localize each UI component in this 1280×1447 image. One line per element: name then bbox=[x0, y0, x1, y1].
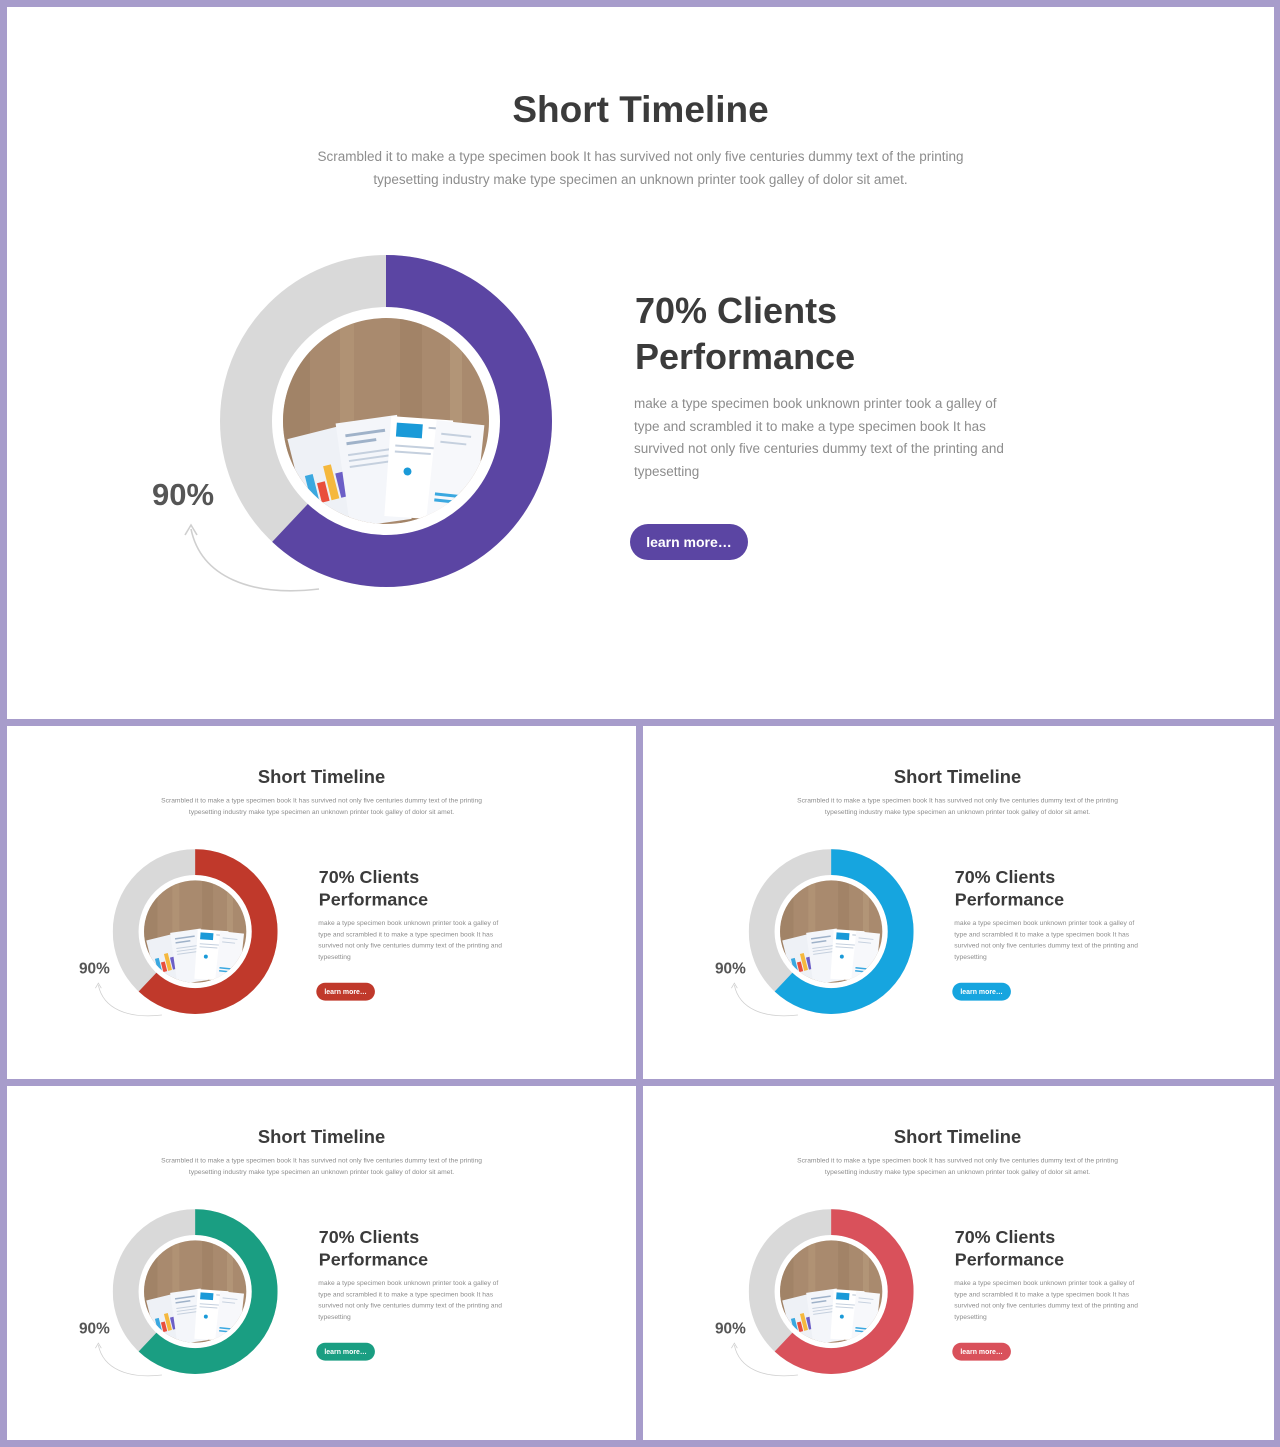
slide-content: Short Timeline Scrambled it to make a ty… bbox=[7, 7, 1274, 719]
slide-subtitle: Scrambled it to make a type specimen boo… bbox=[797, 796, 1118, 816]
slide-subtitle: Scrambled it to make a type specimen boo… bbox=[317, 149, 964, 187]
progress-donut bbox=[220, 255, 552, 587]
slide-title: Short Timeline bbox=[893, 766, 1022, 788]
documents-photo bbox=[144, 880, 247, 983]
progress-donut bbox=[748, 849, 914, 1014]
slide-purple: Short Timeline Scrambled it to make a ty… bbox=[7, 7, 1274, 719]
slide-subtitle: Scrambled it to make a type specimen boo… bbox=[161, 1156, 482, 1176]
section-heading: 70% Clients Performance bbox=[319, 1226, 528, 1272]
percent-label: 90% bbox=[714, 1319, 746, 1337]
heading-line-2: Performance bbox=[635, 336, 856, 377]
curved-arrow-icon bbox=[731, 1342, 798, 1377]
slide-content: Short Timeline Scrambled it to make a ty… bbox=[7, 1086, 636, 1440]
percent-label: 90% bbox=[152, 477, 215, 512]
body-text: make a type specimen book unknown printe… bbox=[318, 919, 502, 961]
slide-subtitle: Scrambled it to make a type specimen boo… bbox=[797, 1156, 1118, 1176]
heading-line-2: Performance bbox=[954, 1249, 1065, 1270]
slide-subtitle: Scrambled it to make a type specimen boo… bbox=[161, 796, 482, 816]
body-text: make a type specimen book unknown printe… bbox=[954, 919, 1138, 961]
heading-line-1: 70% Clients bbox=[318, 866, 420, 887]
slide-content: Short Timeline Scrambled it to make a ty… bbox=[643, 726, 1272, 1079]
learn-more-button[interactable]: learn more… bbox=[952, 1342, 1011, 1361]
progress-donut bbox=[112, 849, 278, 1014]
body-text: make a type specimen book unknown printe… bbox=[954, 1279, 1138, 1321]
percent-label: 90% bbox=[78, 1319, 110, 1337]
heading-line-2: Performance bbox=[318, 889, 429, 910]
section-heading: 70% Clients Performance bbox=[635, 288, 1055, 380]
progress-donut bbox=[112, 1209, 278, 1374]
documents-photo bbox=[780, 880, 883, 983]
section-heading: 70% Clients Performance bbox=[955, 866, 1164, 912]
donut-progress-arc bbox=[748, 849, 914, 1014]
percent-label: 90% bbox=[714, 959, 746, 977]
body-text: make a type specimen book unknown printe… bbox=[634, 396, 1004, 479]
slide-red: Short Timeline Scrambled it to make a ty… bbox=[7, 726, 636, 1079]
documents-photo bbox=[144, 1240, 247, 1343]
slide-title: Short Timeline bbox=[257, 1126, 386, 1148]
documents-photo bbox=[780, 1240, 883, 1343]
slide-title: Short Timeline bbox=[893, 1126, 1022, 1148]
slide-blue: Short Timeline Scrambled it to make a ty… bbox=[643, 726, 1274, 1079]
heading-line-1: 70% Clients bbox=[954, 866, 1056, 887]
learn-more-button[interactable]: learn more… bbox=[630, 524, 748, 560]
slide-title: Short Timeline bbox=[512, 89, 769, 130]
heading-line-1: 70% Clients bbox=[635, 290, 838, 331]
slide-content: Short Timeline Scrambled it to make a ty… bbox=[7, 726, 636, 1079]
heading-line-2: Performance bbox=[318, 1249, 429, 1270]
curved-arrow-icon bbox=[184, 523, 320, 592]
donut-progress-arc bbox=[748, 1209, 914, 1374]
heading-line-2: Performance bbox=[954, 889, 1065, 910]
slide-title: Short Timeline bbox=[257, 766, 386, 788]
body-text: make a type specimen book unknown printe… bbox=[318, 1279, 502, 1321]
curved-arrow-icon bbox=[731, 982, 798, 1017]
section-heading: 70% Clients Performance bbox=[319, 866, 528, 912]
learn-more-button[interactable]: learn more… bbox=[316, 982, 375, 1001]
slide-coral: Short Timeline Scrambled it to make a ty… bbox=[643, 1086, 1274, 1440]
section-heading: 70% Clients Performance bbox=[955, 1226, 1164, 1272]
heading-line-1: 70% Clients bbox=[318, 1226, 420, 1247]
progress-donut bbox=[748, 1209, 914, 1374]
curved-arrow-icon bbox=[95, 982, 162, 1017]
slide-green: Short Timeline Scrambled it to make a ty… bbox=[7, 1086, 636, 1440]
slide-content: Short Timeline Scrambled it to make a ty… bbox=[643, 1086, 1272, 1440]
learn-more-button[interactable]: learn more… bbox=[316, 1342, 375, 1361]
donut-progress-arc bbox=[220, 255, 552, 587]
curved-arrow-icon bbox=[95, 1342, 162, 1377]
heading-line-1: 70% Clients bbox=[954, 1226, 1056, 1247]
documents-photo bbox=[283, 318, 489, 524]
percent-label: 90% bbox=[78, 959, 110, 977]
learn-more-button[interactable]: learn more… bbox=[952, 982, 1011, 1001]
